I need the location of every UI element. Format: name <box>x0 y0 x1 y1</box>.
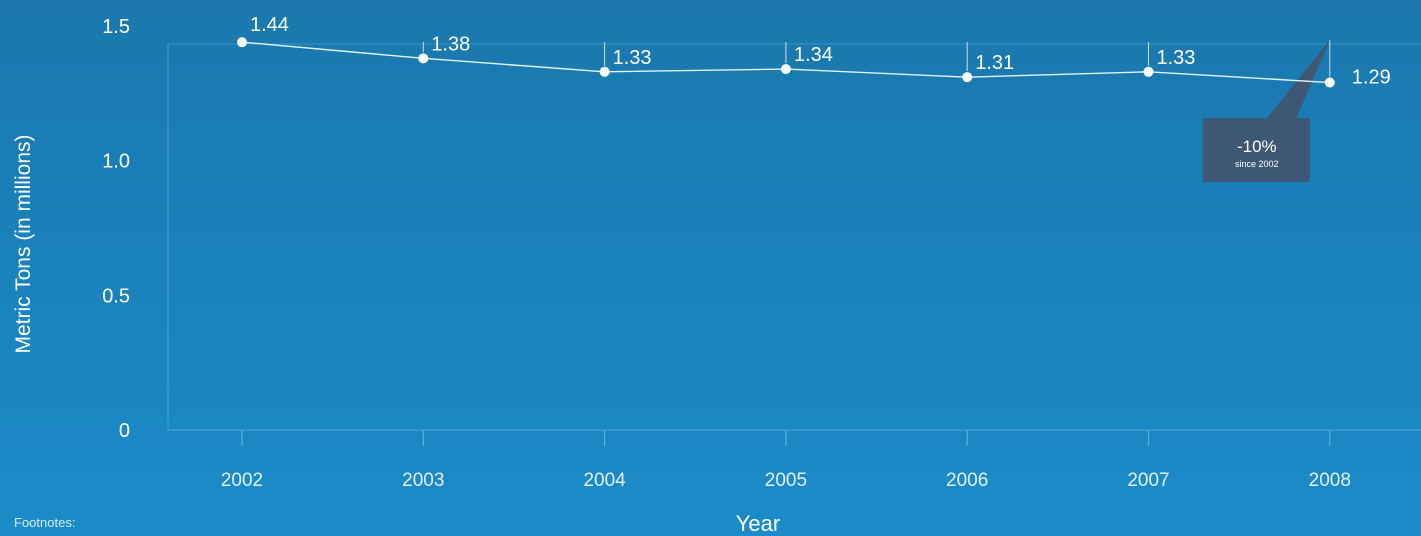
y-tick-label: 0 <box>119 420 130 442</box>
data-point <box>780 64 791 75</box>
data-point <box>962 72 973 83</box>
callout-box <box>1202 118 1310 182</box>
y-tick-label: 0.5 <box>102 285 130 307</box>
x-tick-label: 2006 <box>946 470 988 491</box>
x-tick-label: 2002 <box>221 470 263 491</box>
footnotes-label: Footnotes: <box>14 515 76 530</box>
data-point <box>237 37 247 48</box>
callout-value: -10% <box>1237 137 1277 156</box>
x-tick-label: 2005 <box>765 470 807 491</box>
data-label: 1.44 <box>250 14 289 36</box>
data-label: 1.38 <box>431 33 470 55</box>
callout-subtext: since 2002 <box>1235 159 1279 169</box>
data-label: 1.34 <box>794 44 833 66</box>
x-tick-label: 2007 <box>1127 470 1169 491</box>
data-point <box>1143 66 1154 77</box>
y-tick-label: 1.5 <box>102 16 130 38</box>
data-point <box>418 53 429 64</box>
x-tick-label: 2008 <box>1309 470 1351 491</box>
data-label: 1.33 <box>1157 47 1196 69</box>
y-tick-label: 1.0 <box>102 151 130 173</box>
data-label: 1.31 <box>975 52 1014 74</box>
data-point <box>1324 77 1335 88</box>
data-label: 1.29 <box>1352 67 1391 89</box>
data-point <box>599 66 610 77</box>
data-label: 1.33 <box>613 47 652 69</box>
y-axis-label: Metric Tons (in millions) <box>12 135 35 354</box>
x-tick-label: 2003 <box>402 470 444 491</box>
x-axis-label: Year <box>736 511 780 536</box>
x-tick-label: 2004 <box>583 470 626 491</box>
